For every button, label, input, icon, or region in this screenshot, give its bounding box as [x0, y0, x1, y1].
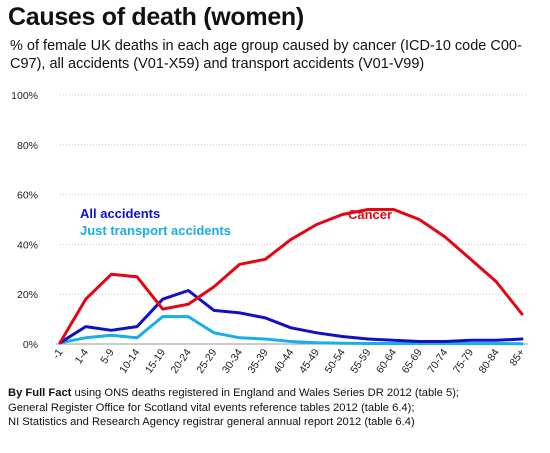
source-author: By Full Fact — [8, 387, 72, 399]
x-tick-label: 70-74 — [425, 347, 450, 376]
y-tick-label: 80% — [17, 140, 38, 152]
chart-title: Causes of death (women) — [8, 3, 304, 31]
x-tick-label: 30-34 — [220, 347, 245, 376]
series-label: Cancer — [348, 207, 392, 222]
x-tick-label: 50-54 — [323, 347, 348, 376]
x-tick-label: 15-19 — [143, 347, 168, 376]
series-line — [58, 289, 524, 345]
series-line — [58, 208, 524, 345]
line-chart: 0% 20% 40% 60% 80% 100% -1 1-4 5-9 10-14 15-19 20-2… — [11, 90, 528, 376]
x-tick-label: 1-4 — [73, 347, 92, 366]
x-tick-label: 10-14 — [117, 347, 142, 376]
x-tick-label: 45-49 — [297, 347, 322, 376]
source-line-2: General Register Office for Scotland vit… — [8, 401, 415, 414]
x-tick-label: 75-79 — [451, 347, 476, 376]
x-tick-label: 25-29 — [194, 347, 219, 376]
series-label: Just transport accidents — [80, 223, 231, 238]
x-tick-label: -1 — [50, 347, 65, 362]
x-tick-label: 40-44 — [271, 347, 296, 376]
x-tick-label: 65-69 — [400, 347, 425, 376]
x-tick-label: 35-39 — [246, 347, 271, 376]
x-tick-label: 20-24 — [169, 347, 194, 376]
source-line-1: using ONS deaths registered in England a… — [71, 387, 460, 399]
y-tick-label: 40% — [17, 239, 38, 251]
x-tick-label: 55-59 — [348, 347, 373, 376]
x-tick-label: 85+ — [507, 347, 527, 368]
x-tick-label: 60-64 — [374, 347, 399, 376]
y-tick-label: 20% — [17, 289, 38, 301]
source-line-3: NI Statistics and Research Agency regist… — [8, 416, 415, 428]
chart-subtitle: % of female UK deaths in each age group … — [10, 38, 522, 72]
y-tick-label: 60% — [17, 190, 38, 202]
y-tick-label: 0% — [23, 339, 38, 351]
x-tick-label: 80-84 — [477, 347, 502, 376]
series-line — [58, 315, 524, 346]
series-label: All accidents — [80, 206, 160, 221]
x-tick-label: 5-9 — [98, 347, 117, 366]
source-note: By Full Fact using ONS deaths registered… — [8, 386, 548, 430]
y-tick-label: 100% — [11, 90, 38, 102]
